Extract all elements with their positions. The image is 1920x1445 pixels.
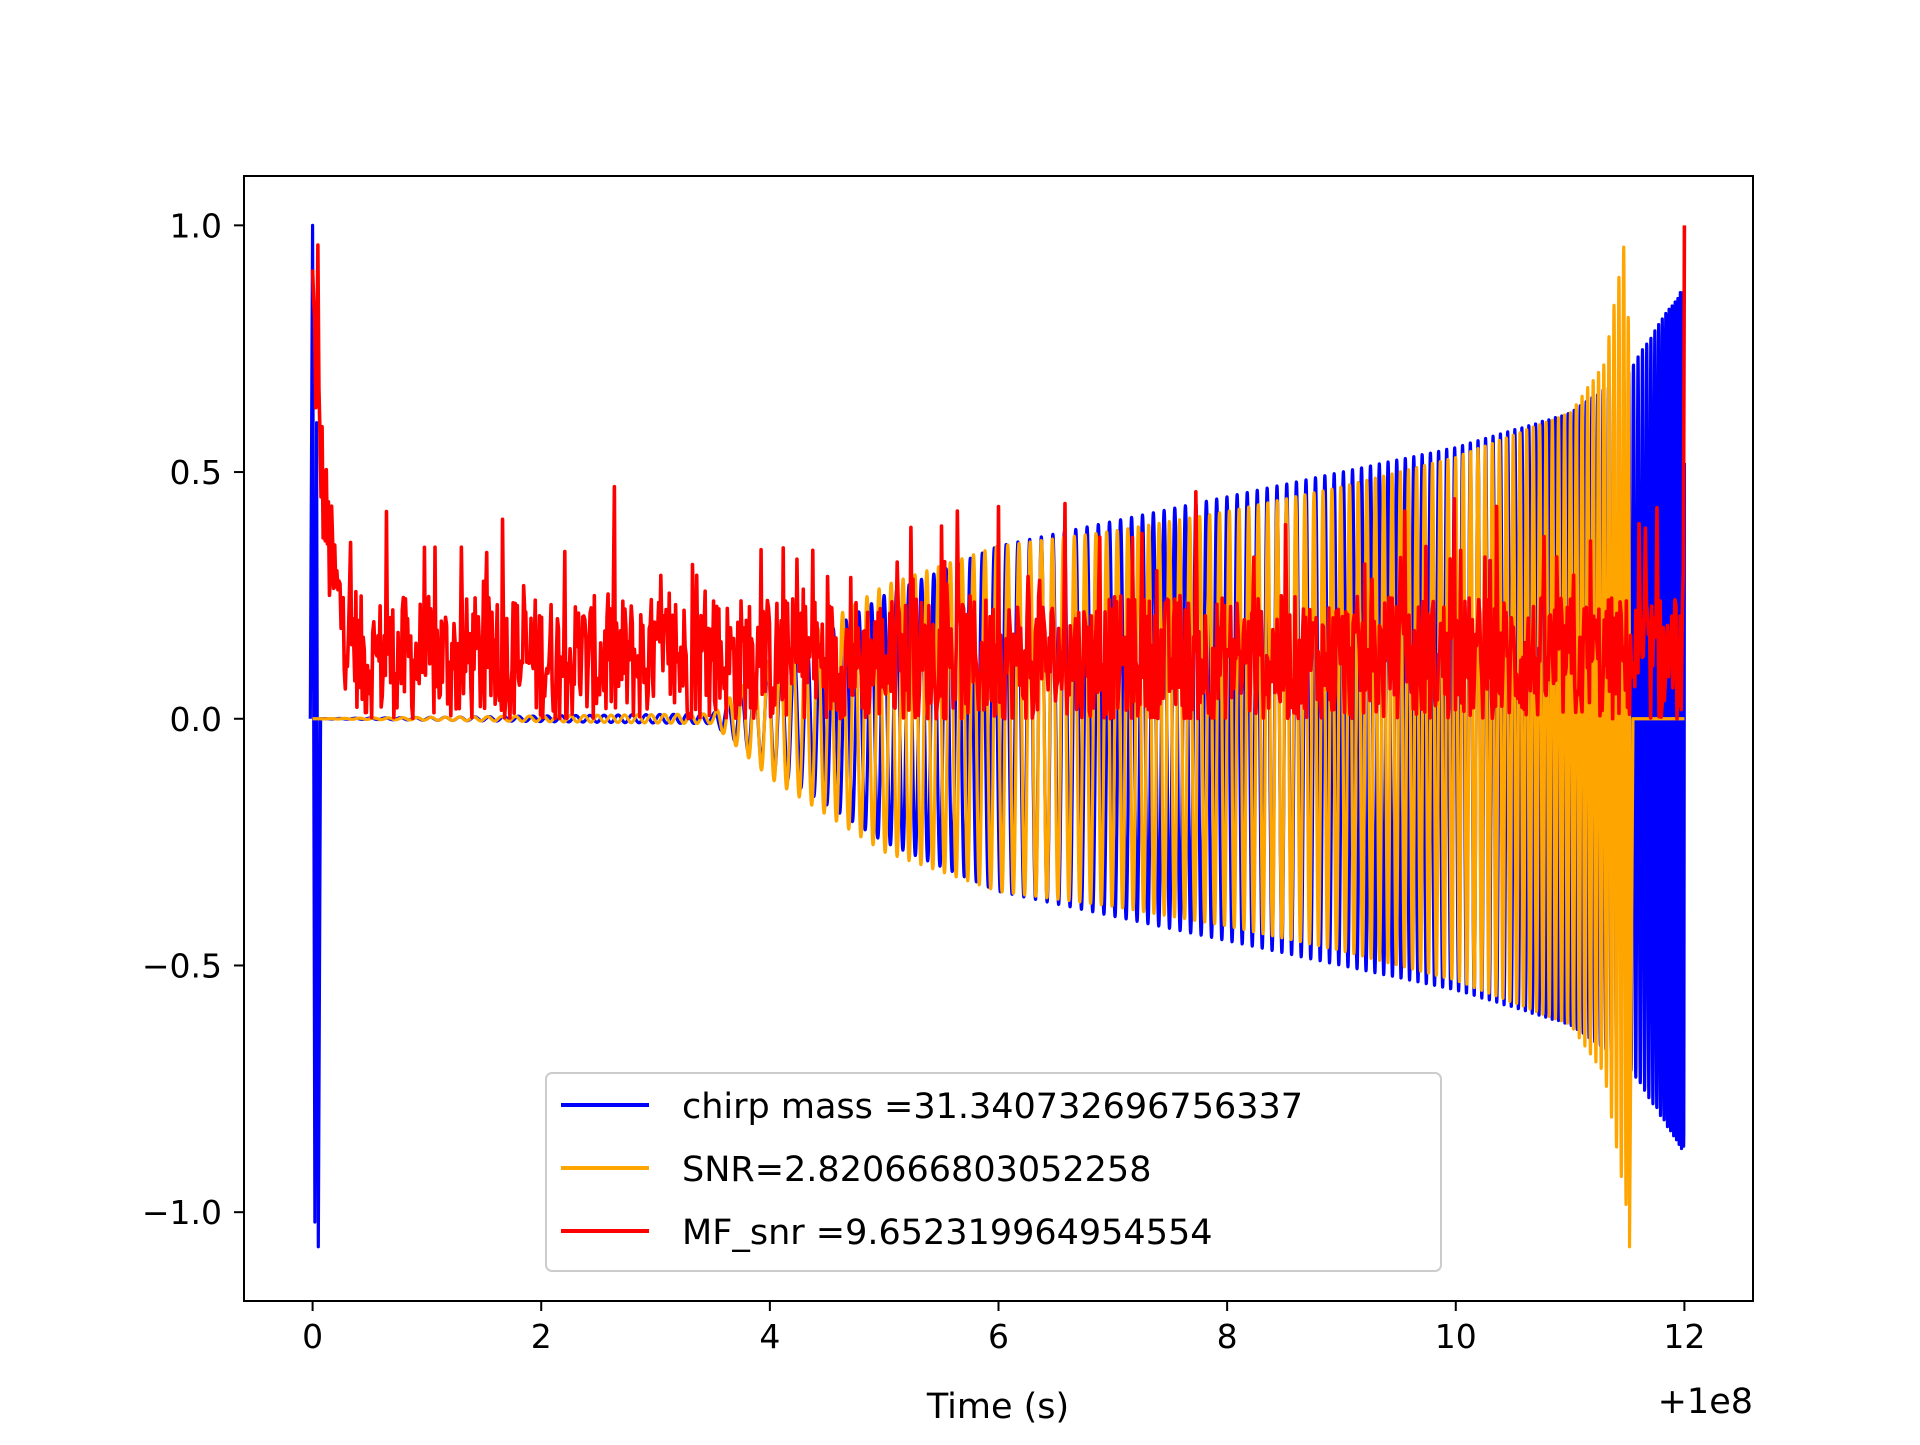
x-tick-label: 8 xyxy=(1217,1317,1238,1356)
series-line-mf-snr xyxy=(310,225,1687,721)
legend-label: MF_snr =9.652319964954554 xyxy=(682,1213,1213,1253)
legend-box xyxy=(545,1072,1442,1272)
y-tick-label: −1.0 xyxy=(142,1193,222,1232)
legend-label: chirp mass =31.340732696756337 xyxy=(682,1087,1303,1127)
series-layer xyxy=(308,223,1687,1249)
x-tick-label: 6 xyxy=(988,1317,1009,1356)
x-tick-label: 2 xyxy=(531,1317,552,1356)
x-tick-label: 12 xyxy=(1663,1317,1705,1356)
x-axis: 0 2 4 6 8 10 12 xyxy=(302,1301,1705,1356)
y-tick-label: 0.5 xyxy=(170,453,222,492)
x-axis-label: Time (s) xyxy=(926,1387,1069,1427)
legend: chirp mass =31.340732696756337 SNR=2.8206… xyxy=(545,1072,1442,1272)
y-tick-label: −0.5 xyxy=(142,946,222,985)
x-tick-label: 10 xyxy=(1435,1317,1477,1356)
x-offset-label: +1e8 xyxy=(1658,1382,1753,1422)
y-tick-label: 0.0 xyxy=(170,700,222,739)
y-tick-label: 1.0 xyxy=(170,206,222,245)
x-tick-label: 4 xyxy=(759,1317,780,1356)
x-tick-label: 0 xyxy=(302,1317,323,1356)
legend-label: SNR=2.820666803052258 xyxy=(682,1150,1151,1190)
y-axis: 1.0 0.5 0.0 −0.5 −1.0 xyxy=(142,206,244,1232)
